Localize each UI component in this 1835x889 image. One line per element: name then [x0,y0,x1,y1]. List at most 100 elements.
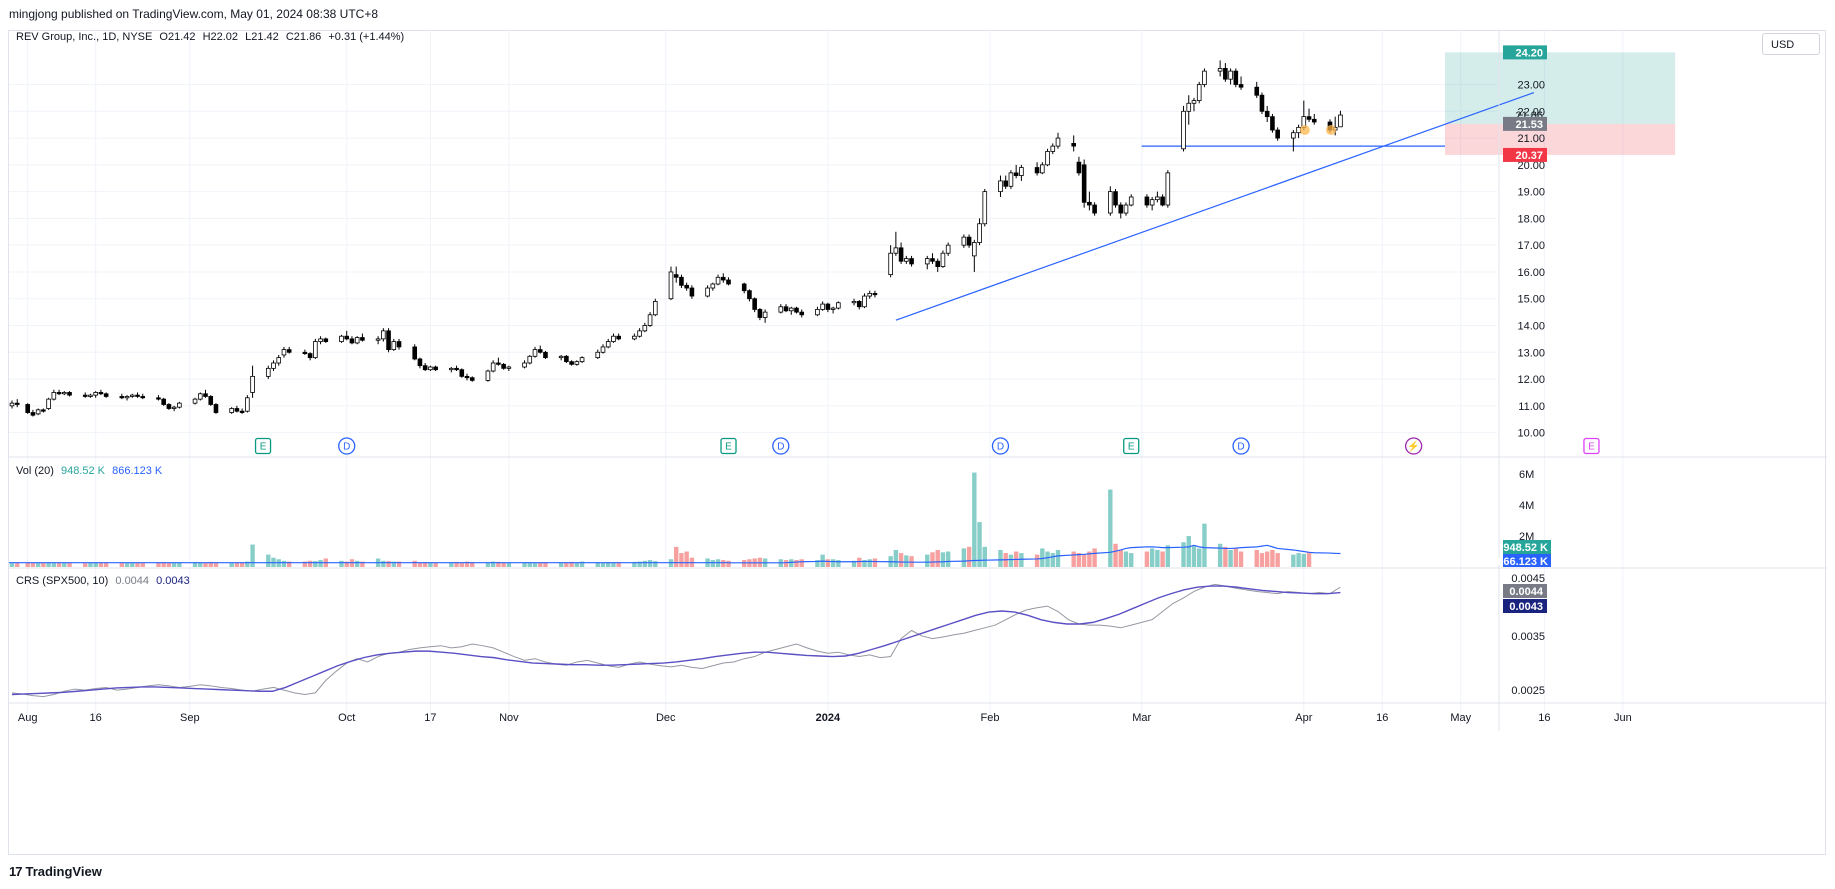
volume-bar [1149,548,1155,567]
candle-body [239,410,245,413]
dividend-event-icon [1232,437,1250,455]
volume-bar [898,553,904,567]
candle-body [715,276,721,285]
candle-body [1118,204,1124,214]
chart-frame[interactable]: E D E D D E D ⚡ E 10.00 11.00 12.00 13.00 14.00 15.00 1… [8,30,1827,856]
candle-body [924,258,930,265]
candle-body [527,355,533,364]
candle-body [35,409,41,415]
volume-bar [1034,554,1040,567]
candle-body [867,292,873,297]
candle-body [161,398,166,405]
candle-body [720,276,726,281]
candle-body [689,287,695,297]
volume-bar [140,562,145,567]
volume-ma-line [728,544,1341,564]
candle-body [564,355,569,363]
target-price-badge-bg [1503,45,1547,60]
candle-body [119,396,125,399]
volume-bar [203,562,208,567]
crs-ma-value: 0.0043 [156,575,190,587]
price-tick-label: 11.00 [1518,401,1545,413]
volume-bar [867,559,872,567]
volume-bar [1223,546,1228,567]
candle-body [799,311,805,316]
volume-bar [789,559,794,567]
candle-body [558,355,564,359]
candle-body [1128,196,1134,206]
event-label: E [725,442,732,453]
candle-body [135,394,140,397]
candle-body [830,307,836,310]
candle-body [344,335,350,340]
time-axis-label: Aug [18,712,38,724]
price-tick-label: 14.00 [1517,321,1545,333]
volume-title[interactable]: Vol (20) [16,465,54,477]
candle-body [1123,204,1129,214]
symbol-label[interactable]: REV Group, Inc., 1D, NYSE [16,31,153,43]
volume-bar [67,562,72,567]
event-label: E [1128,442,1135,453]
high-value: H22.02 [202,31,239,43]
event-label: D [1237,442,1244,453]
volume-bar [830,559,836,567]
volume-bar [318,560,323,567]
volume-bar [213,562,219,567]
tradingview-logo[interactable]: 17 TradingView [9,864,102,879]
candle-body [888,252,893,276]
volume-bar [41,562,46,567]
candle-body [166,404,172,409]
volume-bar [1202,523,1207,567]
candle-body [611,335,616,342]
volume-bar [522,562,527,567]
earnings-event-icon [720,437,737,455]
candle-body [177,402,182,408]
time-axis-label: 16 [1376,712,1388,724]
candle-body [9,402,15,407]
volume-bar [417,562,423,567]
volume-bar [1291,554,1296,567]
volume-bar [1055,549,1061,567]
volume-bar [721,560,726,567]
candle-body [286,349,292,353]
candle-body [417,358,423,367]
volume-bar [250,544,255,567]
volume-bar [286,561,292,567]
price-tick-label: 10.00 [1517,428,1545,440]
candle-body [778,306,784,313]
volume-bar [972,472,977,567]
volume-bar [1113,543,1118,567]
crs-title[interactable]: CRS (SPX500, 10) [16,575,109,587]
dividend-event-icon [991,437,1010,455]
volume-bar [56,562,62,567]
candle-body [783,306,789,312]
candle-body [192,398,198,404]
candle-body [1202,70,1207,85]
volume-bar [1259,553,1265,567]
candle-body [307,353,313,359]
candle-body [1160,196,1165,206]
volume-bar [428,562,433,567]
candle-body [30,412,36,416]
candle-body [469,377,475,381]
volume-bar [1233,548,1239,567]
currency-selector[interactable]: USD [1762,33,1820,55]
crs-tick-label: 0.0025 [1511,685,1545,697]
candle-body [972,242,977,257]
candle-body [898,247,904,262]
candle-body [909,258,914,265]
volume-ma-value: 866.123 K [112,465,163,477]
candle-body [14,402,20,405]
candle-body [1165,172,1171,206]
chart-canvas[interactable]: E D E D D E D ⚡ E 10.00 11.00 12.00 13.00 14.00 15.00 1… [9,31,1827,856]
volume-bar [1238,551,1244,567]
candle-body [1055,137,1061,147]
candle-body [762,311,768,318]
candle-body [982,191,988,225]
volume-bar [935,549,940,567]
candle-body [872,292,878,296]
volume-bar [496,561,501,567]
volume-tick-label: 6M [1519,469,1534,481]
candle-body [668,271,674,300]
crs-ma-badge: 0.0043 [1509,601,1543,613]
